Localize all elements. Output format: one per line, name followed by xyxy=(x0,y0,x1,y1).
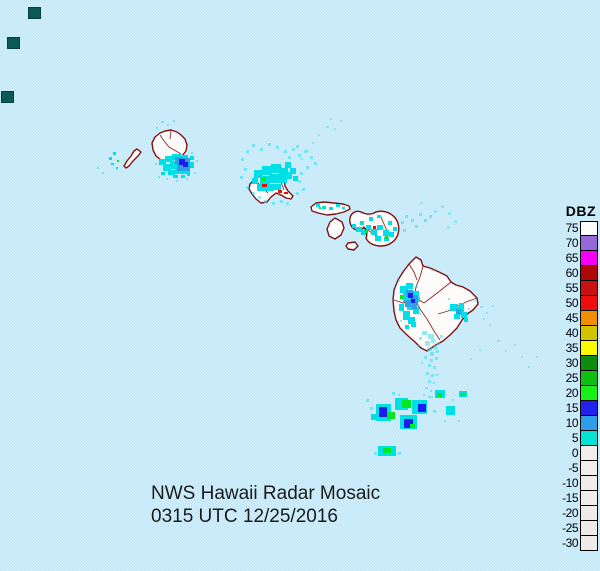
legend-row: 60 xyxy=(552,265,598,281)
radar-echo-offshore-cluster xyxy=(366,390,467,429)
legend-swatch xyxy=(580,475,598,491)
legend-row: 10 xyxy=(552,415,598,431)
legend-swatch xyxy=(580,355,598,371)
legend-label: 60 xyxy=(565,266,579,280)
legend-row: 40 xyxy=(552,325,598,341)
legend-swatch xyxy=(580,430,598,446)
radar-echo-maui xyxy=(352,202,457,241)
legend-row: -10 xyxy=(552,475,598,491)
radar-echo-far-south xyxy=(374,446,401,456)
island-kauai-roads xyxy=(159,130,182,155)
legend-swatch xyxy=(580,445,598,461)
legend-label: 15 xyxy=(565,401,579,415)
radar-echo-hawaii-west xyxy=(398,280,421,329)
legend-label: -15 xyxy=(562,491,578,505)
legend-label: -20 xyxy=(562,506,578,520)
legend-swatch xyxy=(580,280,598,296)
legend-swatch xyxy=(580,265,598,281)
legend-row: 55 xyxy=(552,280,598,296)
legend-label: 20 xyxy=(565,386,579,400)
legend-swatch xyxy=(580,520,598,536)
legend-row: 50 xyxy=(552,295,598,311)
caption-title: NWS Hawaii Radar Mosaic xyxy=(151,483,381,504)
legend-row: -15 xyxy=(552,490,598,506)
legend-row: -25 xyxy=(552,520,598,536)
legend-rows: 75 70 65 60 55 50 45 40 35 30 25 20 15 10 5 0 -5 -10 -15 -2… xyxy=(552,221,598,551)
radar-echo-west-specks xyxy=(97,152,119,174)
legend-label: 25 xyxy=(565,371,579,385)
legend-row: -5 xyxy=(552,460,598,476)
legend-swatch xyxy=(580,340,598,356)
island-hawaii xyxy=(392,256,479,352)
legend-swatch xyxy=(580,400,598,416)
legend-label: 55 xyxy=(565,281,579,295)
legend-label: -25 xyxy=(562,521,578,535)
legend-row: 5 xyxy=(552,430,598,446)
legend-label: -30 xyxy=(562,536,578,550)
legend-row: -30 xyxy=(552,535,598,551)
legend-label: 65 xyxy=(565,251,579,265)
dbz-legend: DBZ 75 70 65 60 55 50 45 40 35 30 25 20 15 10 5 0 -5 -10-… xyxy=(552,204,598,551)
radar-echo-east-of-hawaii-specks xyxy=(470,300,538,368)
legend-label: -5 xyxy=(568,461,578,475)
legend-label: 50 xyxy=(565,296,579,310)
island-kahoolawe xyxy=(345,241,359,251)
legend-swatch xyxy=(580,295,598,311)
legend-row: 65 xyxy=(552,250,598,266)
corner-artifact-square xyxy=(1,91,14,103)
island-lanai xyxy=(326,217,345,240)
legend-row: 25 xyxy=(552,370,598,386)
legend-swatch xyxy=(580,460,598,476)
radar-echo-south-plume xyxy=(417,331,443,398)
legend-label: 70 xyxy=(565,236,579,250)
radar-echo-kauai-south xyxy=(155,152,198,182)
legend-swatch xyxy=(580,385,598,401)
legend-swatch xyxy=(580,250,598,266)
radar-echo-kauai-north-specks xyxy=(156,120,175,129)
legend-label: 30 xyxy=(565,356,579,370)
radar-echo-oahu xyxy=(240,143,317,205)
legend-row: 20 xyxy=(552,385,598,401)
caption: NWS Hawaii Radar Mosaic 0315 UTC 12/25/2… xyxy=(151,482,380,528)
legend-label: 75 xyxy=(565,221,579,235)
legend-row: 35 xyxy=(552,340,598,356)
legend-row: 0 xyxy=(552,445,598,461)
corner-artifact-square xyxy=(28,7,41,19)
legend-title: DBZ xyxy=(565,203,596,219)
legend-row: 45 xyxy=(552,310,598,326)
legend-label: 5 xyxy=(571,431,579,445)
legend-row: -20 xyxy=(552,505,598,521)
legend-row: 30 xyxy=(552,355,598,371)
legend-label: 35 xyxy=(565,341,579,355)
legend-label: 45 xyxy=(565,311,579,325)
corner-artifact-square xyxy=(7,37,20,49)
legend-row: 70 xyxy=(552,235,598,251)
legend-swatch xyxy=(580,235,598,251)
legend-swatch xyxy=(580,505,598,521)
legend-row: 75 xyxy=(552,221,598,237)
island-niihau xyxy=(123,148,142,169)
legend-label: 0 xyxy=(571,446,579,460)
radar-echo-molokai xyxy=(316,204,345,210)
legend-row: 15 xyxy=(552,400,598,416)
legend-swatch xyxy=(580,490,598,506)
legend-label: 10 xyxy=(565,416,579,430)
legend-swatch xyxy=(580,310,598,326)
legend-swatch xyxy=(580,370,598,386)
legend-swatch xyxy=(580,415,598,431)
legend-swatch xyxy=(580,325,598,341)
radar-echo-hawaii-east xyxy=(448,298,470,322)
legend-swatch xyxy=(580,535,598,551)
caption-timestamp: 0315 UTC 12/25/2016 xyxy=(151,506,338,527)
legend-label: -10 xyxy=(562,476,578,490)
radar-echo-ne-oahu-specks xyxy=(300,118,342,160)
legend-label: 40 xyxy=(565,326,579,340)
